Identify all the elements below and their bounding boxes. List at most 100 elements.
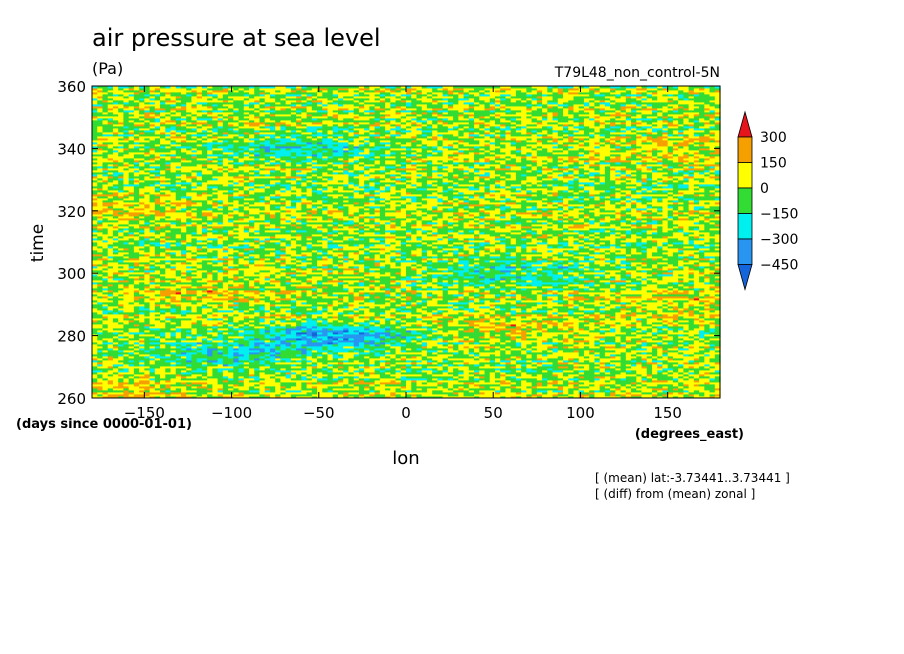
heatmap-cell bbox=[144, 396, 151, 399]
heatmap-cell bbox=[196, 392, 203, 395]
heatmap-cell bbox=[688, 388, 695, 391]
heatmap-cell bbox=[536, 392, 543, 395]
heatmap-cell bbox=[364, 372, 370, 375]
heatmap-cell bbox=[583, 392, 590, 395]
heatmap-cell bbox=[693, 396, 700, 399]
heatmap-cell bbox=[358, 368, 365, 371]
heatmap-cell bbox=[128, 384, 135, 387]
heatmap-cell bbox=[238, 376, 245, 379]
heatmap-cell bbox=[568, 390, 575, 393]
heatmap-cell bbox=[526, 376, 533, 379]
heatmap-cell bbox=[228, 384, 234, 387]
heatmap-cell bbox=[447, 388, 454, 391]
heatmap-cell bbox=[180, 368, 187, 371]
heatmap-cell bbox=[526, 384, 533, 387]
heatmap-cell bbox=[615, 390, 622, 393]
heatmap-cell bbox=[358, 384, 365, 387]
heatmap-cell bbox=[222, 378, 229, 381]
heatmap-cell bbox=[254, 388, 261, 391]
heatmap-cell bbox=[458, 372, 465, 375]
heatmap-cell bbox=[123, 392, 130, 395]
heatmap-cell bbox=[275, 394, 281, 397]
heatmap-cell bbox=[306, 380, 313, 383]
heatmap-cell bbox=[180, 384, 187, 387]
heatmap-cell bbox=[322, 378, 329, 381]
heatmap-cell bbox=[207, 372, 213, 375]
heatmap-cell bbox=[165, 386, 172, 389]
heatmap-cell bbox=[594, 384, 601, 387]
heatmap-cell bbox=[667, 388, 674, 391]
heatmap-cell bbox=[285, 370, 292, 373]
heatmap-cell bbox=[149, 392, 156, 395]
heatmap-cell bbox=[118, 376, 124, 379]
heatmap-cell bbox=[641, 380, 648, 383]
heatmap-cell bbox=[458, 374, 465, 377]
heatmap-cell bbox=[118, 390, 124, 393]
heatmap-cell bbox=[102, 386, 109, 389]
heatmap-cell bbox=[447, 390, 454, 393]
heatmap-cell bbox=[191, 378, 198, 381]
heatmap-cell bbox=[379, 368, 386, 371]
heatmap-cell bbox=[395, 382, 402, 385]
heatmap-cell bbox=[327, 370, 334, 373]
heatmap-cell bbox=[201, 388, 208, 391]
heatmap-cell bbox=[317, 384, 323, 387]
heatmap-cell bbox=[369, 392, 376, 395]
heatmap-cell bbox=[92, 370, 98, 373]
heatmap-cell bbox=[479, 396, 486, 399]
heatmap-cell bbox=[364, 380, 370, 383]
heatmap-cell bbox=[196, 388, 203, 391]
heatmap-cell bbox=[714, 390, 721, 393]
heatmap-cell bbox=[259, 394, 266, 397]
heatmap-cell bbox=[515, 388, 522, 391]
heatmap-cell bbox=[296, 380, 302, 383]
heatmap-cell bbox=[594, 388, 601, 391]
heatmap-cell bbox=[615, 370, 622, 373]
heatmap-cell bbox=[343, 368, 350, 371]
heatmap-cell bbox=[92, 378, 98, 381]
heatmap-cell bbox=[568, 370, 575, 373]
heatmap-cell bbox=[327, 376, 334, 379]
heatmap-cell bbox=[123, 374, 130, 377]
heatmap-cell bbox=[358, 372, 365, 375]
heatmap-cell bbox=[322, 386, 329, 389]
heatmap-cell bbox=[311, 370, 318, 373]
heatmap-cell bbox=[447, 374, 454, 377]
heatmap-cell bbox=[128, 370, 135, 373]
heatmap-cell bbox=[442, 370, 449, 373]
heatmap-cell bbox=[385, 392, 391, 395]
heatmap-cell bbox=[269, 396, 276, 399]
heatmap-cell bbox=[395, 372, 402, 375]
heatmap-cell bbox=[107, 396, 114, 399]
heatmap-cell bbox=[568, 380, 575, 383]
heatmap-cell bbox=[494, 382, 501, 385]
heatmap-cell bbox=[484, 384, 491, 387]
heatmap-cell bbox=[180, 386, 187, 389]
heatmap-cell bbox=[484, 380, 491, 383]
heatmap-cell bbox=[479, 378, 486, 381]
heatmap-cell bbox=[97, 380, 104, 383]
heatmap-cell bbox=[599, 386, 606, 389]
heatmap-cell bbox=[144, 390, 151, 393]
heatmap-cell bbox=[212, 392, 219, 395]
heatmap-cell bbox=[317, 392, 323, 395]
heatmap-cell bbox=[547, 384, 554, 387]
heatmap-cell bbox=[536, 394, 543, 397]
heatmap-cell bbox=[406, 376, 412, 379]
heatmap-cell bbox=[646, 370, 653, 373]
heatmap-cell bbox=[704, 384, 711, 387]
heatmap-cell bbox=[646, 390, 653, 393]
heatmap-cell bbox=[139, 368, 145, 371]
heatmap-cell bbox=[662, 374, 669, 377]
heatmap-cell bbox=[275, 386, 281, 389]
heatmap-cell bbox=[128, 382, 135, 385]
heatmap-cell bbox=[662, 392, 669, 395]
heatmap-cell bbox=[468, 370, 475, 373]
heatmap-cell bbox=[275, 396, 281, 399]
heatmap-cell bbox=[160, 384, 166, 387]
heatmap-cell bbox=[238, 386, 245, 389]
heatmap-cell bbox=[332, 372, 339, 375]
heatmap-cell bbox=[406, 372, 412, 375]
heatmap-cell bbox=[133, 394, 140, 397]
heatmap-cell bbox=[468, 378, 475, 381]
